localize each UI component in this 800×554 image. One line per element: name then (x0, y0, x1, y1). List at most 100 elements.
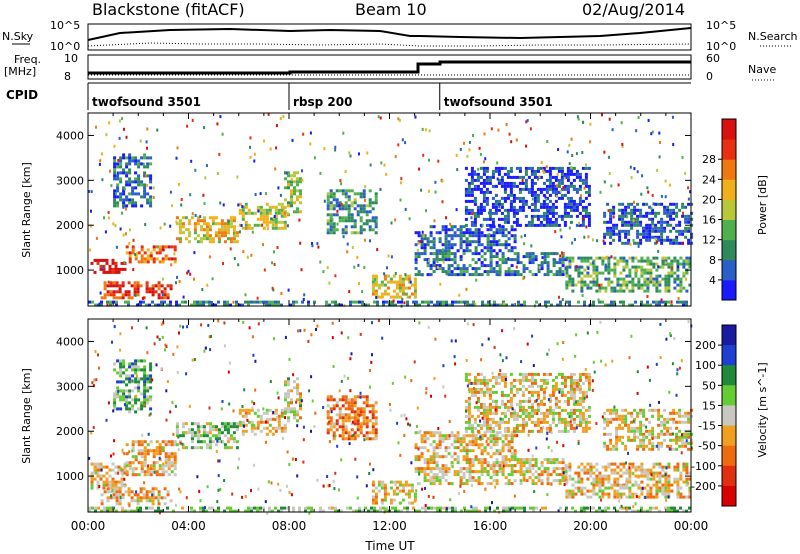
heatmap-cell (533, 196, 537, 200)
heatmap-cell (587, 220, 591, 224)
heatmap-cell (536, 417, 540, 421)
heatmap-cell (199, 240, 203, 244)
heatmap-cell (489, 249, 493, 253)
heatmap-cell (482, 199, 486, 203)
heatmap-cell (501, 455, 505, 459)
heatmap-cell (161, 446, 165, 450)
heatmap-cell (530, 166, 534, 170)
heatmap-cell (287, 395, 290, 399)
heatmap-cell (274, 214, 278, 218)
colorbar-tick-label: 24 (702, 173, 716, 186)
heatmap-cell (382, 300, 385, 304)
heatmap-cell (676, 274, 680, 278)
heatmap-cell (383, 163, 386, 167)
heatmap-cell (476, 178, 480, 182)
heatmap-cell (660, 217, 664, 221)
heatmap-cell (632, 219, 635, 223)
heatmap-cell (546, 252, 550, 256)
heatmap-cell (622, 280, 626, 284)
heatmap-cell (100, 300, 103, 304)
heatmap-cell (619, 483, 623, 487)
heatmap-cell (661, 489, 665, 493)
heatmap-cell (675, 432, 679, 436)
heatmap-cell (441, 473, 445, 477)
heatmap-cell (549, 461, 553, 465)
heatmap-cell (119, 365, 123, 369)
heatmap-cell (464, 414, 468, 418)
heatmap-cell (119, 371, 123, 375)
heatmap-cell (543, 255, 547, 259)
heatmap-cell (598, 289, 602, 293)
heatmap-cell (329, 425, 333, 429)
heatmap-cell (269, 147, 272, 151)
heatmap-cell (115, 192, 118, 196)
heatmap-cell (504, 482, 508, 486)
heatmap-cell (624, 211, 628, 215)
heatmap-cell (146, 174, 150, 178)
heatmap-cell (122, 392, 126, 396)
heatmap-cell (627, 205, 631, 209)
heatmap-cell (196, 428, 200, 432)
heatmap-cell (141, 297, 144, 300)
heatmap-cell (657, 238, 661, 242)
heatmap-cell (640, 303, 643, 307)
heatmap-cell (669, 208, 673, 212)
y-tick-label: 1000 (56, 264, 84, 277)
heatmap-cell (145, 281, 149, 285)
heatmap-cell (621, 229, 625, 233)
heatmap-cell (536, 420, 540, 424)
heatmap-cell (199, 219, 203, 223)
heatmap-cell (479, 378, 483, 382)
heatmap-cell (202, 237, 206, 241)
heatmap-cell (232, 425, 236, 429)
heatmap-cell (639, 444, 643, 448)
heatmap-cell (163, 287, 167, 291)
heatmap-cell (469, 140, 471, 144)
heatmap-cell (477, 437, 481, 441)
heatmap-cell (512, 414, 516, 418)
heatmap-cell (589, 122, 592, 126)
heatmap-cell (205, 222, 209, 226)
heatmap-cell (474, 252, 478, 256)
heatmap-cell (568, 300, 571, 304)
heatmap-cell (495, 264, 499, 268)
heatmap-cell (394, 218, 397, 222)
heatmap-cell (510, 482, 514, 486)
heatmap-cell (99, 291, 102, 295)
heatmap-cell (120, 477, 124, 481)
heatmap-cell (103, 490, 107, 494)
heatmap-cell (483, 132, 486, 136)
heatmap-cell (435, 443, 439, 447)
heatmap-cell (646, 471, 650, 475)
heatmap-cell (178, 228, 182, 232)
heatmap-cell (170, 263, 173, 267)
heatmap-cell (417, 255, 421, 259)
heatmap-cell (332, 437, 336, 441)
heatmap-cell (341, 422, 345, 426)
heatmap-cell (259, 417, 263, 421)
heatmap-cell (569, 181, 573, 185)
heatmap-cell (667, 274, 671, 278)
heatmap-cell (542, 166, 546, 170)
heatmap-cell (545, 217, 549, 221)
heatmap-cell (374, 198, 378, 202)
heatmap-cell (483, 264, 487, 268)
heatmap-cell (528, 458, 532, 462)
heatmap-cell (477, 240, 481, 244)
heatmap-cell (423, 237, 427, 241)
heatmap-cell (479, 423, 483, 427)
heatmap-cell (226, 303, 229, 307)
heatmap-cell (684, 226, 688, 230)
heatmap-cell (335, 422, 339, 426)
heatmap-cell (512, 175, 516, 179)
heatmap-cell (128, 467, 132, 471)
cpid-segment-label: twofsound 3501 (92, 95, 201, 109)
heatmap-cell (424, 128, 427, 132)
heatmap-cell (491, 172, 495, 176)
heatmap-cell (435, 479, 439, 483)
heatmap-cell (675, 447, 679, 451)
heatmap-cell (108, 264, 112, 268)
heatmap-cell (485, 175, 489, 179)
heatmap-cell (365, 213, 369, 217)
heatmap-cell (456, 458, 460, 462)
